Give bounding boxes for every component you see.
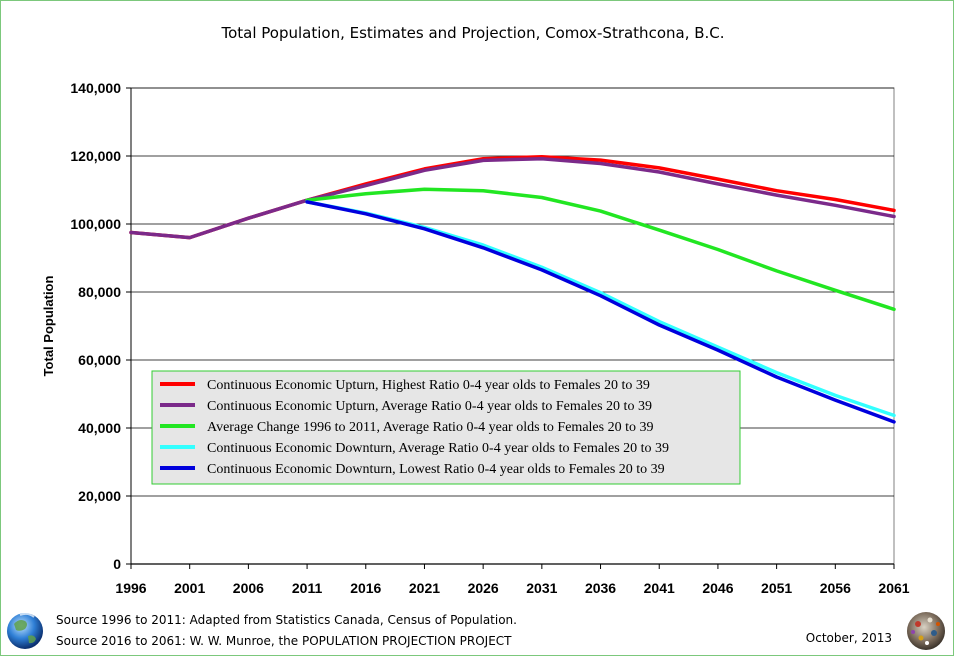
y-tick-label: 100,000 — [70, 216, 121, 232]
x-tick-label: 2011 — [292, 580, 323, 596]
legend-label-3: Average Change 1996 to 2011, Average Rat… — [207, 420, 653, 435]
y-tick-label: 80,000 — [78, 284, 121, 300]
mosaic-globe-icon — [907, 612, 945, 650]
x-tick-label: 2056 — [820, 580, 851, 596]
y-tick-label: 40,000 — [78, 420, 121, 436]
y-axis-ticks: 0 20,000 40,000 60,000 80,000 100,000 120,000 1… — [70, 80, 131, 572]
x-tick-label: 2001 — [174, 580, 205, 596]
x-tick-label: 2016 — [350, 580, 381, 596]
y-tick-label: 0 — [113, 556, 121, 572]
x-tick-label: 2041 — [644, 580, 675, 596]
x-tick-label: 2061 — [878, 580, 909, 596]
series-line-2 — [129, 156, 896, 240]
legend-box — [151, 370, 741, 485]
series-lines — [129, 154, 896, 424]
legend-label-2: Continuous Economic Upturn, Average Rati… — [207, 399, 652, 414]
source-1996-2011: Source 1996 to 2011: Adapted from Statis… — [56, 613, 517, 627]
series-line-3 — [305, 187, 896, 312]
publication-date: October, 2013 — [806, 631, 892, 645]
earth-globe-icon — [7, 612, 43, 649]
legend-label-5: Continuous Economic Downturn, Lowest Rat… — [207, 462, 665, 477]
x-tick-label: 2046 — [702, 580, 733, 596]
x-tick-label: 2026 — [468, 580, 499, 596]
y-tick-label: 140,000 — [70, 80, 121, 96]
legend: Continuous Economic Upturn, Highest Rati… — [151, 370, 741, 485]
y-tick-label: 120,000 — [70, 148, 121, 164]
y-axis-label: Total Population — [41, 276, 56, 377]
x-tick-label: 1996 — [115, 580, 146, 596]
y-tick-label: 20,000 — [78, 488, 121, 504]
x-axis-ticks: 1996 2001 2006 2011 2016 2021 2026 2031 2036 2041… — [115, 564, 910, 596]
x-tick-label: 2051 — [761, 580, 792, 596]
y-tick-label: 60,000 — [78, 352, 121, 368]
source-2016-2061: Source 2016 to 2061: W. W. Munroe, the P… — [56, 634, 512, 648]
x-tick-label: 2036 — [585, 580, 616, 596]
x-tick-label: 2021 — [409, 580, 440, 596]
x-tick-label: 2006 — [233, 580, 264, 596]
legend-items: Continuous Economic Upturn, Highest Rati… — [160, 378, 669, 477]
series-line-5 — [305, 200, 896, 424]
legend-label-1: Continuous Economic Upturn, Highest Rati… — [207, 378, 650, 393]
x-tick-label: 2031 — [526, 580, 557, 596]
legend-label-4: Continuous Economic Downturn, Average Ra… — [207, 441, 669, 456]
chart-title: Total Population, Estimates and Projecti… — [220, 24, 724, 42]
